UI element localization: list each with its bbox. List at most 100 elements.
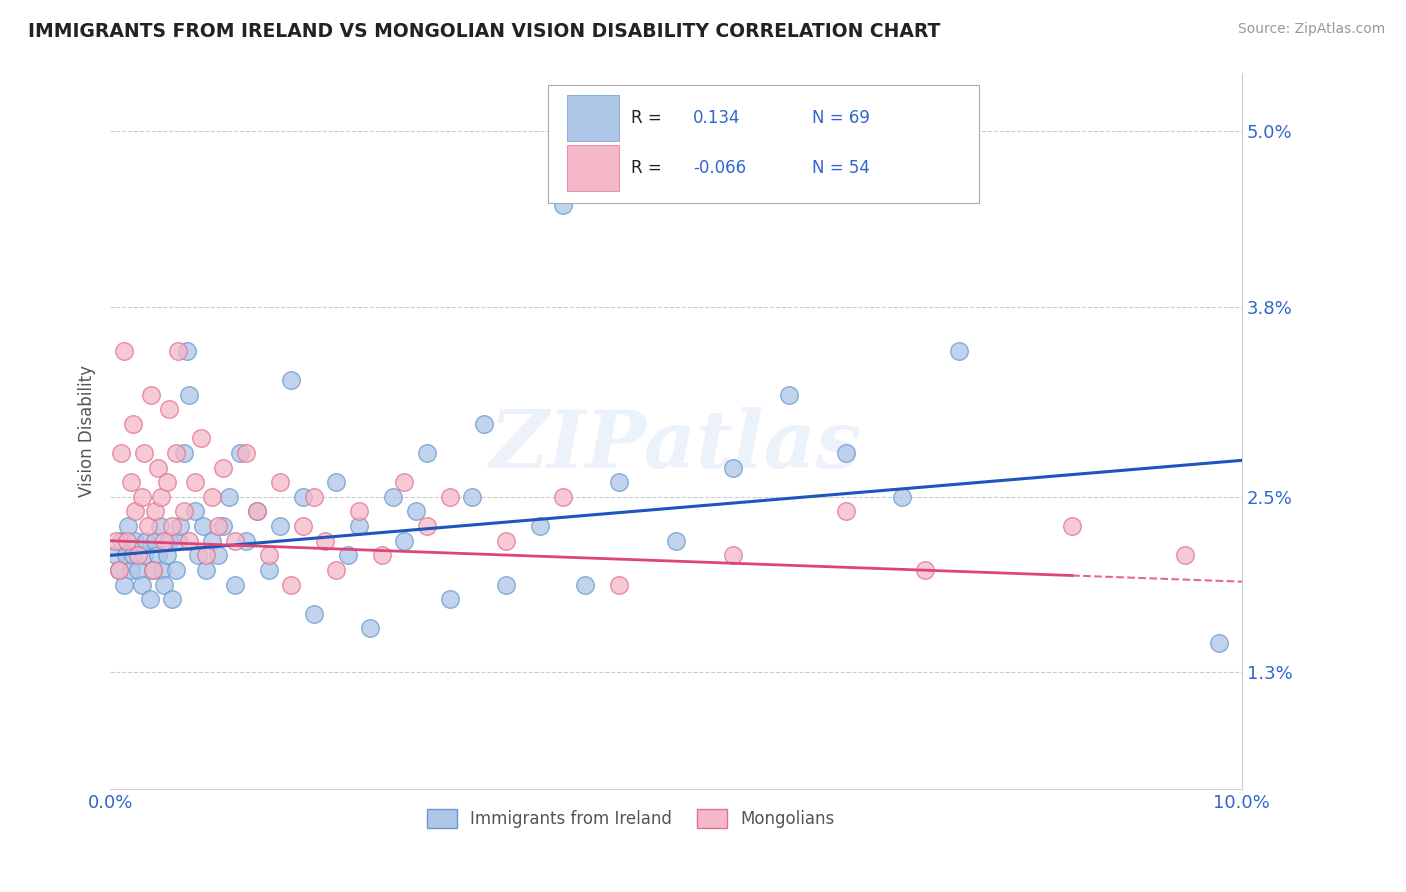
Point [574, 577, 596, 591]
Point [405, 504, 427, 518]
Point [108, 563, 131, 577]
Text: 0.134: 0.134 [693, 109, 741, 127]
Point [156, 475, 179, 490]
Point [136, 519, 159, 533]
Point [229, 446, 252, 460]
Point [609, 577, 631, 591]
Point [201, 490, 224, 504]
Point [124, 504, 146, 518]
Point [609, 475, 631, 490]
Point [121, 417, 143, 431]
Point [150, 490, 173, 504]
Point [212, 460, 235, 475]
Point [190, 431, 212, 445]
Point [156, 549, 179, 563]
Point [207, 549, 229, 563]
Point [167, 343, 190, 358]
Point [257, 549, 280, 563]
Point [495, 577, 517, 591]
Point [371, 549, 394, 563]
Point [347, 519, 370, 533]
Point [280, 577, 302, 591]
Point [173, 504, 195, 518]
Point [108, 563, 131, 577]
Point [115, 549, 138, 563]
Point [146, 549, 169, 563]
Point [162, 519, 184, 533]
Point [165, 563, 187, 577]
Point [131, 577, 153, 591]
FancyBboxPatch shape [548, 85, 980, 202]
Point [269, 475, 291, 490]
Text: R =: R = [631, 160, 666, 178]
Point [153, 533, 176, 548]
Point [1062, 519, 1084, 533]
Point [218, 490, 240, 504]
Point [157, 402, 180, 417]
Point [529, 519, 551, 533]
Point [394, 533, 416, 548]
Point [224, 577, 246, 591]
Point [314, 533, 336, 548]
Point [416, 446, 439, 460]
Point [121, 549, 143, 563]
Point [1208, 636, 1230, 650]
Point [142, 563, 165, 577]
Point [184, 475, 207, 490]
Point [150, 563, 173, 577]
Point [235, 446, 257, 460]
Point [145, 533, 167, 548]
Point [269, 519, 291, 533]
Legend: Immigrants from Ireland, Mongolians: Immigrants from Ireland, Mongolians [420, 802, 841, 835]
Text: ZIPatlas: ZIPatlas [489, 407, 862, 484]
Point [359, 622, 381, 636]
Point [120, 475, 142, 490]
Point [325, 563, 347, 577]
Point [176, 343, 198, 358]
Point [235, 533, 257, 548]
Point [139, 592, 162, 607]
Point [246, 504, 269, 518]
Point [291, 490, 314, 504]
Point [173, 446, 195, 460]
Point [382, 490, 405, 504]
Point [120, 563, 142, 577]
Text: -0.066: -0.066 [693, 160, 747, 178]
Point [139, 387, 162, 401]
Point [948, 343, 970, 358]
Point [439, 592, 461, 607]
Point [257, 563, 280, 577]
Point [110, 533, 132, 548]
Point [149, 519, 172, 533]
Point [914, 563, 936, 577]
Point [291, 519, 314, 533]
Point [127, 549, 149, 563]
Point [127, 563, 149, 577]
Point [157, 533, 180, 548]
Point [153, 577, 176, 591]
Point [179, 387, 201, 401]
Point [115, 533, 138, 548]
Point [201, 533, 224, 548]
Point [142, 563, 165, 577]
Point [551, 490, 574, 504]
Point [167, 533, 190, 548]
Point [169, 519, 191, 533]
Point [302, 490, 325, 504]
Point [778, 387, 800, 401]
Text: Source: ZipAtlas.com: Source: ZipAtlas.com [1237, 22, 1385, 37]
Point [280, 373, 302, 387]
Point [347, 504, 370, 518]
Point [184, 504, 207, 518]
FancyBboxPatch shape [568, 95, 620, 141]
Point [212, 519, 235, 533]
Point [162, 592, 184, 607]
Point [325, 475, 347, 490]
Point [665, 533, 688, 548]
Point [207, 519, 229, 533]
Point [1174, 549, 1197, 563]
Point [721, 460, 744, 475]
Point [110, 446, 132, 460]
Point [835, 446, 858, 460]
Point [112, 577, 135, 591]
